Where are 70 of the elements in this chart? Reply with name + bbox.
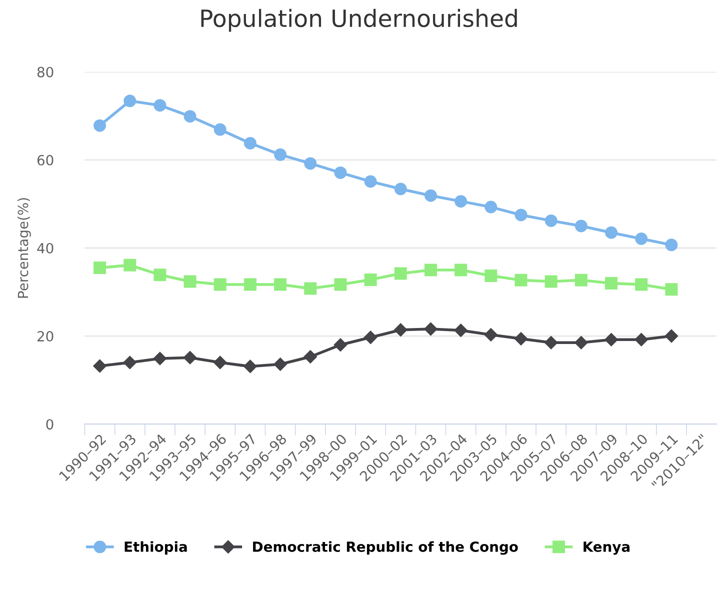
point: [364, 273, 377, 286]
point: [94, 119, 106, 132]
point: [364, 175, 377, 188]
y-tick-label: 40: [37, 242, 54, 254]
point: [484, 200, 498, 214]
point: [244, 136, 256, 150]
point: [334, 166, 347, 179]
point: [605, 226, 618, 239]
point: [154, 99, 166, 112]
point: [605, 276, 618, 290]
y-axis-title: Percentage(%): [18, 198, 31, 298]
point: [424, 264, 437, 276]
point: [304, 282, 317, 295]
point: [664, 329, 678, 343]
legend-label: Ethiopia: [124, 541, 187, 555]
point: [184, 110, 196, 123]
point: [454, 195, 468, 208]
point: [94, 262, 106, 274]
legend-label: Democratic Republic of the Congo: [253, 541, 518, 555]
point: [274, 148, 287, 161]
y-tick-label: 0: [46, 419, 54, 430]
point: [454, 264, 468, 276]
point: [484, 328, 498, 342]
point: [214, 278, 226, 291]
y-tick-label: 20: [38, 331, 54, 342]
point: [244, 278, 256, 291]
y-tick-label: 60: [37, 154, 54, 166]
point: [574, 274, 588, 286]
point: [574, 336, 588, 350]
y-tick-label: 80: [37, 66, 54, 78]
point: [424, 322, 438, 336]
legend-label: Kenya: [584, 542, 630, 555]
point: [244, 360, 257, 374]
point: [394, 182, 407, 196]
point: [214, 123, 226, 136]
point: [604, 332, 618, 346]
point: [183, 351, 197, 364]
point: [635, 278, 648, 291]
point: [394, 267, 407, 280]
point: [334, 338, 348, 352]
point: [544, 275, 558, 288]
point: [93, 359, 106, 373]
point: [124, 258, 136, 272]
point: [274, 278, 287, 291]
point: [304, 350, 317, 364]
point: [123, 356, 136, 370]
point: [635, 232, 648, 245]
point: [154, 268, 166, 282]
point: [574, 220, 588, 232]
point: [214, 356, 227, 370]
point: [274, 358, 287, 371]
point: [514, 332, 528, 346]
point: [484, 269, 498, 282]
point: [184, 275, 196, 288]
point: [424, 189, 437, 202]
point: [665, 283, 678, 296]
point: [124, 94, 136, 108]
point: [334, 278, 347, 291]
point: [514, 274, 528, 286]
point: [394, 323, 408, 336]
point: [544, 336, 558, 350]
point: [454, 324, 468, 337]
point: [544, 214, 558, 227]
point: [665, 238, 678, 252]
point: [364, 330, 378, 344]
chart-title: Population Undernourished: [201, 8, 517, 32]
point: [304, 157, 317, 170]
point: [514, 208, 528, 222]
point: [634, 332, 648, 346]
point: [153, 352, 167, 366]
